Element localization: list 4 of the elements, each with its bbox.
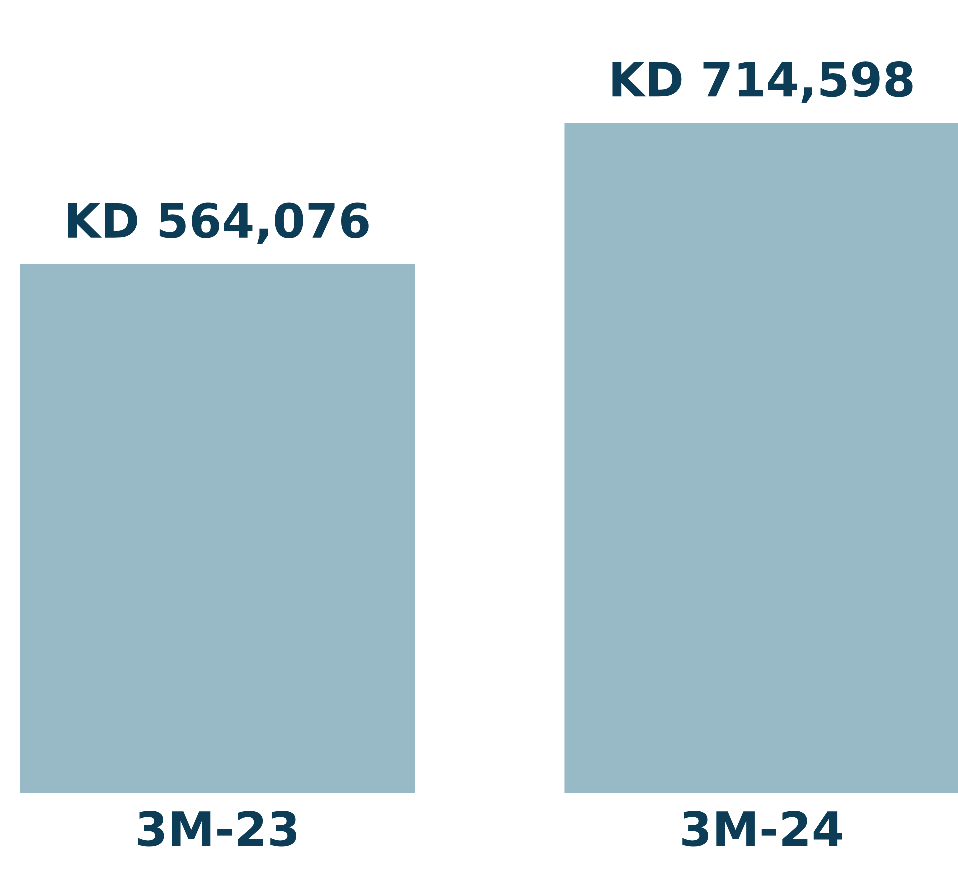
data-label: KD 714,598	[612, 62, 913, 104]
data-label: KD 564,076	[68, 202, 369, 245]
x-tick-label: 3M-24	[682, 811, 842, 847]
x-tick-label: 3M-23	[138, 811, 297, 847]
